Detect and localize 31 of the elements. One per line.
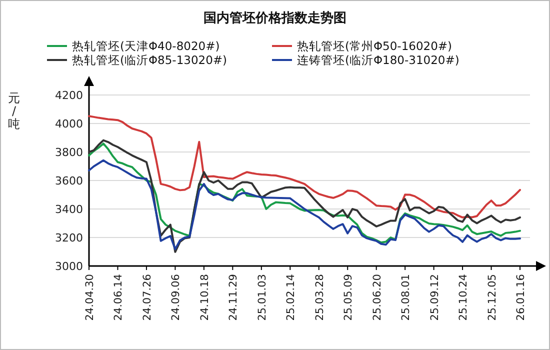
x-tick-label: 24.10.18 bbox=[198, 274, 211, 321]
x-tick-label: 24.07.26 bbox=[141, 274, 154, 321]
x-tick-label: 25.05.09 bbox=[342, 274, 355, 321]
x-tick-label: 26.01.16 bbox=[515, 274, 527, 321]
x-tick-label: 25.06.20 bbox=[371, 274, 384, 321]
y-tick-label: 4000 bbox=[55, 118, 83, 130]
legend-label: 热轧管坯(常州Φ50-16020#) bbox=[297, 39, 452, 53]
y-tick-label: 3200 bbox=[55, 232, 83, 244]
x-tick-label: 25.08.01 bbox=[400, 274, 412, 321]
line-series bbox=[88, 115, 521, 218]
x-tick-label: 25.01.03 bbox=[256, 274, 268, 321]
y-axis-title: 元/吨 bbox=[8, 91, 20, 131]
x-tick-label: 24.09.06 bbox=[170, 274, 182, 321]
legend-label: 热轧管坯(天津Φ40-8020#) bbox=[72, 39, 220, 53]
line-series bbox=[88, 159, 521, 250]
x-tick-label: 25.03.28 bbox=[314, 274, 326, 321]
chart-title: 国内管坯价格指数走势图 bbox=[204, 10, 346, 26]
x-tick-label: 25.12.05 bbox=[486, 274, 498, 321]
legend-label: 连铸管坯(临沂Φ180-31020#) bbox=[297, 53, 460, 67]
x-tick-label: 24.11.29 bbox=[228, 274, 240, 321]
y-tick-label: 3800 bbox=[55, 146, 83, 159]
x-tick-label: 24.06.14 bbox=[112, 274, 125, 321]
x-tick-label: 25.10.24 bbox=[458, 274, 470, 321]
y-tick-label: 3000 bbox=[55, 260, 83, 273]
x-tick-label: 24.04.30 bbox=[84, 274, 96, 321]
y-tick-label: 4200 bbox=[55, 89, 83, 102]
legend-label: 热轧管坯(临沂Φ85-13020#) bbox=[72, 53, 228, 67]
x-tick-label: 25.02.14 bbox=[285, 274, 298, 321]
x-tick-label: 25.09.12 bbox=[428, 274, 441, 321]
y-tick-label: 3400 bbox=[55, 203, 83, 216]
y-tick-label: 3600 bbox=[55, 174, 83, 188]
